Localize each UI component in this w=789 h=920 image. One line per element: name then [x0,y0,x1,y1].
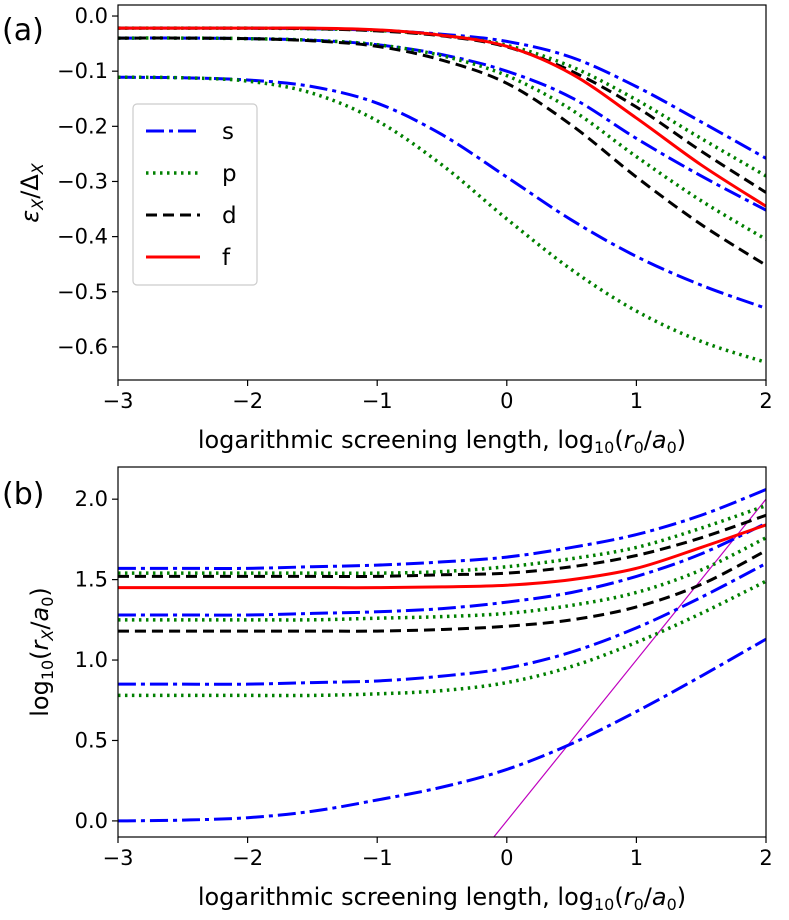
ytick-label: −0.2 [57,114,108,138]
panel-a-xticks: −3 −2 −1 0 1 2 [103,380,773,413]
ytick-label: 0.5 [75,728,108,752]
legend-label-p: p [222,161,237,187]
panel-b-yticks: 0.0 0.5 1.0 1.5 2.0 [75,487,118,833]
panel-b: (b) −3 −2 −1 0 1 2 0.0 0.5 1.0 1.5 2.0 logarithmi… [2,466,773,914]
ytick-label: 0.0 [75,809,108,833]
reference-line [493,498,766,837]
xtick-label: 1 [630,389,643,413]
ytick-label: −0.3 [57,169,108,193]
series-s-s2 [118,562,766,686]
series-d-d1 [118,549,766,633]
ytick-label: −0.5 [57,280,108,304]
xtick-label: −3 [103,846,134,870]
series-d-d2 [118,513,766,579]
xtick-label: −2 [232,846,263,870]
panel-b-xlabel: logarithmic screening length, log10(r0/a… [198,883,686,914]
legend-label-f: f [222,245,231,271]
xtick-label: 2 [759,846,772,870]
panel-a-xlabel: logarithmic screening length, log10(r0/a… [198,426,686,457]
panel-a-series [118,26,766,365]
legend-label-d: d [222,203,237,229]
panel-b-label: (b) [2,477,44,512]
series-d-d1 [118,36,766,267]
series-f-f1 [118,26,766,208]
xtick-label: −3 [103,389,134,413]
xtick-label: 0 [500,389,513,413]
xtick-label: 0 [500,846,513,870]
ytick-label: 1.0 [75,648,108,672]
ytick-label: 1.5 [75,568,108,592]
xtick-label: −1 [362,389,393,413]
panel-a-frame [117,4,767,381]
legend: s p d f [132,103,258,286]
panel-a-ylabel: εX/ΔX [16,162,47,222]
ytick-label: −0.1 [57,59,108,83]
series-f-f1 [118,523,766,590]
series-p-p1 [118,75,766,365]
series-s-s1 [118,637,766,823]
panel-b-series [118,488,766,837]
ytick-label: −0.6 [57,335,108,359]
series-p-p1 [118,579,766,698]
series-s-s1 [118,75,766,310]
panel-b-ylabel: log10(rX/a0) [26,587,57,717]
panel-a-label: (a) [2,13,44,48]
panel-a: (a) −3 −2 −1 0 1 2 0.0 −0.1 −0.2 −0.3 −0.4 −0.5 −0.… [2,4,773,457]
ytick-label: 0.0 [75,4,108,28]
legend-label-s: s [222,119,234,145]
xtick-label: 2 [759,389,772,413]
legend-box [132,103,258,286]
panel-b-xticks: −3 −2 −1 0 1 2 [103,837,773,870]
series-p-p2 [118,536,766,622]
series-s-s4 [118,488,766,570]
ytick-label: 2.0 [75,487,108,511]
xtick-label: 1 [630,846,643,870]
panel-a-yticks: 0.0 −0.1 −0.2 −0.3 −0.4 −0.5 −0.6 [57,4,118,359]
series-s-s3 [118,521,766,617]
panel-b-frame [117,466,767,838]
ytick-label: −0.4 [57,225,108,249]
series-p-p3 [118,503,766,576]
xtick-label: −2 [232,389,263,413]
xtick-label: −1 [362,846,393,870]
